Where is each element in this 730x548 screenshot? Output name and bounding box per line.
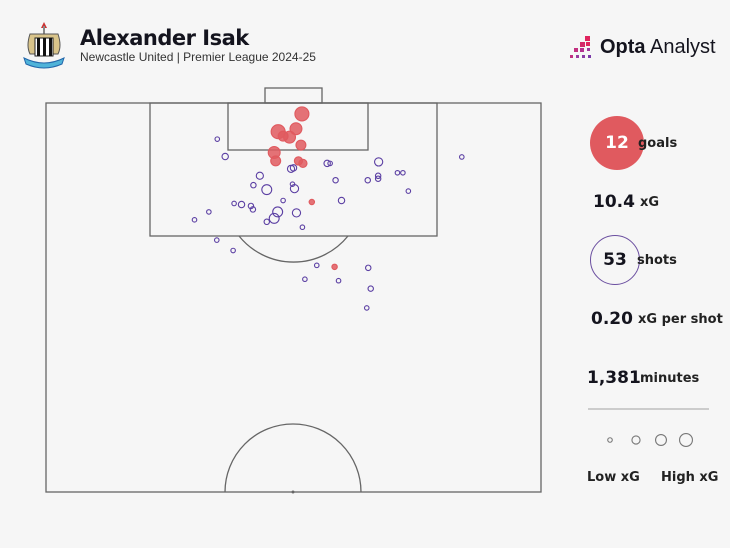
newcastle-crest-logo xyxy=(23,22,65,69)
shot-marker xyxy=(302,276,308,283)
legend-low-label: Low xG xyxy=(587,470,640,485)
shot-marker xyxy=(255,171,264,180)
minutes-label: minutes xyxy=(640,371,700,386)
divider xyxy=(588,408,709,410)
shot-marker xyxy=(280,197,286,204)
legend-size-marker xyxy=(607,437,613,443)
shot-marker xyxy=(213,237,220,243)
shot-marker xyxy=(191,217,198,223)
goal-marker xyxy=(277,130,289,142)
shot-marker xyxy=(400,169,406,176)
shot-marker xyxy=(272,206,284,218)
opta-logo-icon xyxy=(570,36,591,58)
shot-marker xyxy=(263,218,271,226)
shot-marker xyxy=(313,262,320,269)
shot-marker xyxy=(289,183,300,194)
goal-marker xyxy=(308,198,316,206)
shot-marker xyxy=(405,188,412,194)
goal-marker xyxy=(294,106,310,122)
shot-marker xyxy=(332,176,339,184)
pitch xyxy=(45,87,542,494)
pitch-outline xyxy=(45,102,542,493)
goal-marker xyxy=(298,158,308,169)
brand-light: Analyst xyxy=(650,36,716,58)
xg-value: 10.4 xyxy=(593,192,635,212)
shot-marker xyxy=(458,154,465,160)
shot-marker xyxy=(394,169,401,176)
opta-analyst-logo: Opta Analyst xyxy=(600,36,716,59)
goal-marker xyxy=(331,263,338,271)
shot-marker xyxy=(364,264,372,272)
shot-marker xyxy=(268,212,280,224)
goal-marker xyxy=(295,139,307,151)
shot-marker xyxy=(373,157,384,167)
shot-marker xyxy=(214,136,221,142)
shot-marker xyxy=(374,175,382,182)
shot-marker xyxy=(206,209,212,215)
shot-marker xyxy=(367,285,374,292)
goal xyxy=(264,87,323,104)
xg-label: xG xyxy=(640,195,660,210)
shot-marker xyxy=(230,247,236,254)
brand-bold: Opta xyxy=(600,36,646,58)
shots-label: shots xyxy=(637,253,677,268)
shots-value: 53 xyxy=(590,235,640,285)
shot-marker xyxy=(289,164,298,172)
page-subtitle: Newcastle United | Premier League 2024-2… xyxy=(80,50,316,64)
legend-size-marker xyxy=(631,435,641,445)
shot-marker xyxy=(291,208,302,218)
shot-marker xyxy=(250,181,257,189)
shot-marker xyxy=(247,202,255,210)
shot-marker xyxy=(323,159,331,168)
goals-value: 12 xyxy=(590,116,644,170)
xg-per-shot-value: 0.20 xyxy=(591,309,633,329)
centre-circle xyxy=(224,423,362,493)
shot-marker xyxy=(299,224,306,231)
shot-marker xyxy=(231,200,237,207)
page-title: Alexander Isak xyxy=(80,26,249,50)
legend-size-marker xyxy=(679,433,693,447)
shot-marker xyxy=(335,277,342,284)
shot-marker xyxy=(249,206,257,213)
legend-size-marker xyxy=(655,434,668,446)
legend-high-label: High xG xyxy=(661,470,719,485)
goals-label: goals xyxy=(638,136,678,151)
shot-marker xyxy=(364,176,371,184)
xg-per-shot-label: xG per shot xyxy=(638,312,723,327)
shot-marker xyxy=(363,305,370,311)
penalty-arc xyxy=(238,235,349,263)
goal-marker xyxy=(270,155,282,167)
shot-marker xyxy=(337,196,346,205)
shot-marker xyxy=(221,152,229,161)
shot-marker xyxy=(327,160,333,167)
xg-size-legend xyxy=(607,433,693,447)
shot-marker xyxy=(237,200,246,209)
shot-marker xyxy=(261,184,273,196)
centre-spot xyxy=(291,490,295,494)
shot-marker xyxy=(374,172,382,180)
minutes-value: 1,381 xyxy=(587,368,641,388)
